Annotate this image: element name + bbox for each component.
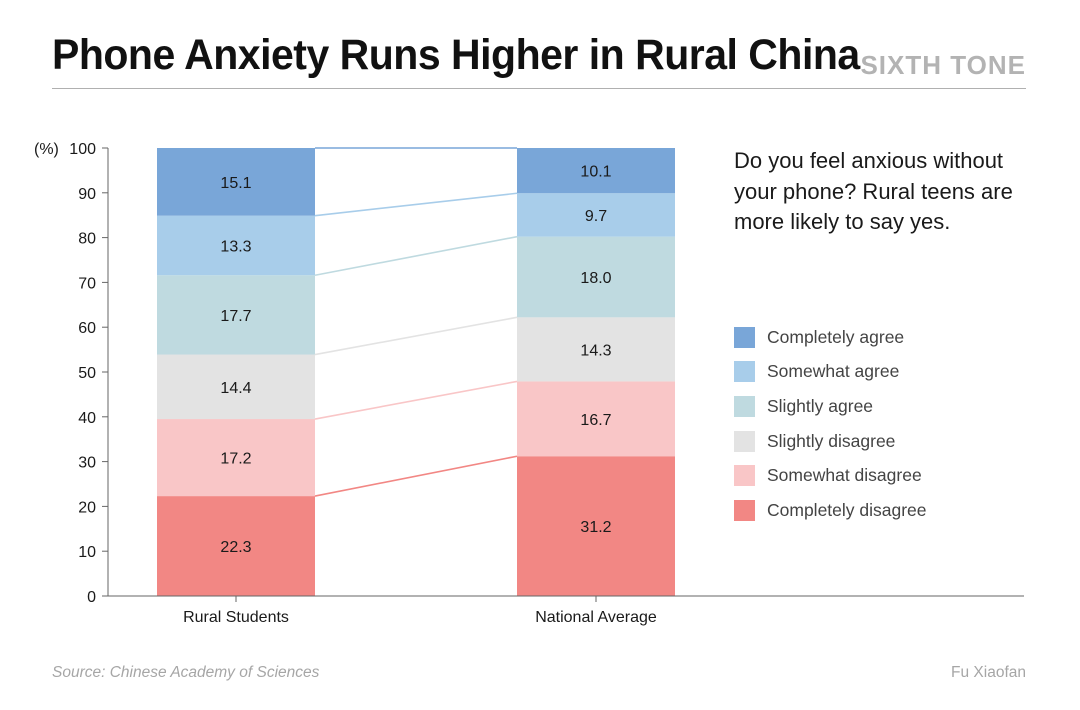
legend-item: Slightly disagree [734,424,927,459]
legend-label: Somewhat disagree [767,465,922,486]
legend-label: Completely disagree [767,499,927,520]
bar-segment [517,193,675,237]
legend-item: Completely agree [734,320,927,355]
y-tick-label: 40 [78,410,96,427]
data-label: 9.7 [585,208,607,225]
bar-segment [157,215,315,276]
data-label: 14.4 [220,380,251,397]
legend-item: Somewhat agree [734,355,927,390]
legend-label: Slightly agree [767,395,874,416]
title-divider [52,88,1026,89]
legend-label: Completely agree [767,326,905,347]
connector-line [314,316,518,356]
y-tick-label: 90 [78,186,96,203]
x-tick-label: Rural Students [183,609,289,626]
data-label: 16.7 [580,412,611,429]
chart-legend: Completely agree Somewhat agree Slightly a… [734,320,927,528]
bar-segment [157,419,315,497]
data-label: 14.3 [580,342,611,359]
data-label: 10.1 [580,164,611,181]
legend-swatch [734,395,755,417]
bar-segment [157,496,315,596]
legend-swatch [734,430,755,452]
bar-segment [157,275,315,355]
data-label: 31.2 [580,519,611,536]
legend-item: Slightly agree [734,389,927,424]
y-tick-label: 70 [78,275,96,292]
connector-line [314,380,518,420]
x-tick-label: National Average [535,609,657,626]
data-label: 22.3 [220,539,251,556]
legend-label: Somewhat agree [767,361,900,382]
chart-annotation: Do you feel anxious without your phone? … [734,148,1013,234]
legend-swatch [734,465,755,487]
y-tick-label: 20 [78,499,96,516]
data-label: 17.2 [220,451,251,468]
legend-label: Slightly disagree [767,430,896,451]
legend-swatch [734,361,755,383]
connector-line [314,235,518,277]
y-tick-label: 0 [87,589,96,606]
y-tick-label: 50 [78,365,96,382]
connector-line [314,455,518,497]
bar-segment [517,148,675,194]
y-tick-label: 60 [78,320,96,337]
bar-segment [517,456,675,596]
data-label: 17.7 [220,308,251,325]
y-tick-label: 10 [78,544,96,561]
data-label: 15.1 [220,175,251,192]
legend-swatch [734,499,755,521]
chart-title: Phone Anxiety Runs Higher in Rural China [52,30,860,79]
source-note: Source: Chinese Academy of Sciences [52,664,320,681]
legend-item: Completely disagree [734,493,927,528]
author-credit: Fu Xiaofan [951,664,1026,681]
brand-logo: SIXTH TONE [860,50,1026,80]
bar-segment [517,381,675,457]
bar-segment [517,317,675,382]
y-unit-label: (%) [34,141,59,158]
bar-segment [157,354,315,420]
data-label: 13.3 [220,238,251,255]
connector-line [314,192,518,217]
legend-item: Somewhat disagree [734,458,927,493]
y-tick-label: 100 [69,141,96,158]
y-tick-label: 80 [78,231,96,248]
bar-segment [517,236,675,318]
legend-swatch [734,326,755,348]
y-tick-label: 30 [78,455,96,472]
data-label: 18.0 [580,270,611,287]
bar-segment [157,148,315,216]
